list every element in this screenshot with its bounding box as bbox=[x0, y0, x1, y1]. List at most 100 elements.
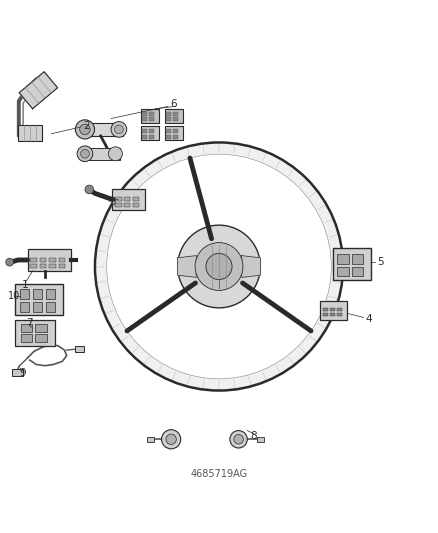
Bar bbox=[165, 126, 183, 140]
Bar bbox=[40, 264, 46, 268]
Bar bbox=[124, 197, 130, 201]
Bar bbox=[337, 266, 349, 276]
Bar bbox=[82, 123, 123, 136]
Bar bbox=[166, 112, 171, 116]
Bar bbox=[49, 258, 56, 262]
Circle shape bbox=[166, 434, 177, 445]
Bar bbox=[142, 112, 147, 116]
Bar bbox=[147, 437, 154, 442]
Circle shape bbox=[111, 122, 127, 137]
Bar bbox=[133, 203, 139, 207]
Bar bbox=[352, 266, 364, 276]
Bar bbox=[257, 437, 264, 442]
Bar bbox=[15, 320, 55, 346]
Bar bbox=[165, 109, 183, 123]
Bar bbox=[98, 150, 116, 158]
Circle shape bbox=[178, 225, 260, 308]
Circle shape bbox=[80, 124, 90, 135]
Circle shape bbox=[115, 125, 123, 134]
Bar bbox=[149, 130, 154, 133]
Bar bbox=[116, 203, 121, 207]
Bar bbox=[149, 135, 154, 139]
Bar bbox=[46, 289, 55, 298]
Polygon shape bbox=[19, 72, 58, 109]
Bar bbox=[149, 112, 154, 116]
Bar bbox=[166, 135, 171, 139]
Bar bbox=[74, 346, 84, 352]
Bar bbox=[166, 130, 171, 133]
Bar bbox=[28, 249, 71, 271]
Text: 2: 2 bbox=[83, 121, 89, 131]
Bar bbox=[330, 308, 335, 311]
Bar bbox=[33, 302, 42, 312]
Bar bbox=[40, 258, 46, 262]
Bar bbox=[141, 109, 159, 123]
Text: 7: 7 bbox=[26, 318, 33, 328]
Bar bbox=[173, 135, 178, 139]
Polygon shape bbox=[242, 256, 260, 277]
Circle shape bbox=[234, 434, 244, 444]
Circle shape bbox=[6, 258, 14, 266]
Bar bbox=[46, 302, 55, 312]
Bar bbox=[21, 324, 32, 332]
Bar bbox=[35, 334, 47, 342]
Bar bbox=[337, 308, 342, 311]
Bar bbox=[21, 334, 32, 342]
Bar bbox=[33, 289, 42, 298]
Bar bbox=[133, 197, 139, 201]
Circle shape bbox=[206, 254, 232, 279]
Text: 9: 9 bbox=[20, 368, 26, 378]
Bar bbox=[12, 369, 23, 376]
Bar bbox=[81, 148, 120, 160]
Circle shape bbox=[195, 243, 243, 290]
Polygon shape bbox=[178, 256, 196, 277]
Text: 1: 1 bbox=[22, 280, 28, 290]
Bar bbox=[333, 248, 371, 280]
Bar bbox=[18, 125, 42, 141]
Bar bbox=[142, 135, 147, 139]
Bar bbox=[49, 264, 56, 268]
Bar bbox=[323, 308, 328, 311]
Bar bbox=[323, 313, 328, 316]
Bar bbox=[59, 264, 65, 268]
Circle shape bbox=[81, 149, 89, 158]
Circle shape bbox=[230, 431, 247, 448]
Bar bbox=[113, 189, 145, 210]
Bar bbox=[173, 117, 178, 121]
Circle shape bbox=[107, 154, 331, 379]
Text: 4: 4 bbox=[366, 314, 372, 324]
Bar bbox=[35, 324, 47, 332]
Circle shape bbox=[162, 430, 181, 449]
Bar bbox=[20, 302, 29, 312]
Bar bbox=[124, 203, 130, 207]
Bar bbox=[15, 284, 63, 315]
Bar bbox=[173, 112, 178, 116]
Text: 8: 8 bbox=[251, 431, 257, 441]
Bar bbox=[166, 117, 171, 121]
Bar bbox=[142, 117, 147, 121]
Bar bbox=[141, 126, 159, 140]
Bar bbox=[30, 258, 37, 262]
Bar bbox=[330, 313, 335, 316]
Text: 5: 5 bbox=[377, 257, 383, 267]
Bar bbox=[337, 313, 342, 316]
Circle shape bbox=[85, 185, 94, 194]
Text: 6: 6 bbox=[170, 99, 177, 109]
Text: 3: 3 bbox=[109, 197, 116, 207]
Bar bbox=[20, 289, 29, 298]
Bar bbox=[59, 258, 65, 262]
Bar bbox=[320, 301, 347, 320]
Bar bbox=[116, 197, 121, 201]
Text: 10: 10 bbox=[8, 291, 21, 301]
Text: 4685719AG: 4685719AG bbox=[191, 469, 247, 479]
Bar bbox=[337, 254, 349, 264]
Bar bbox=[149, 117, 154, 121]
Bar bbox=[142, 130, 147, 133]
Circle shape bbox=[77, 146, 93, 161]
Bar bbox=[352, 254, 364, 264]
Bar bbox=[30, 264, 37, 268]
Circle shape bbox=[75, 120, 95, 139]
Bar bbox=[173, 130, 178, 133]
Circle shape bbox=[95, 142, 343, 391]
Circle shape bbox=[109, 147, 122, 161]
